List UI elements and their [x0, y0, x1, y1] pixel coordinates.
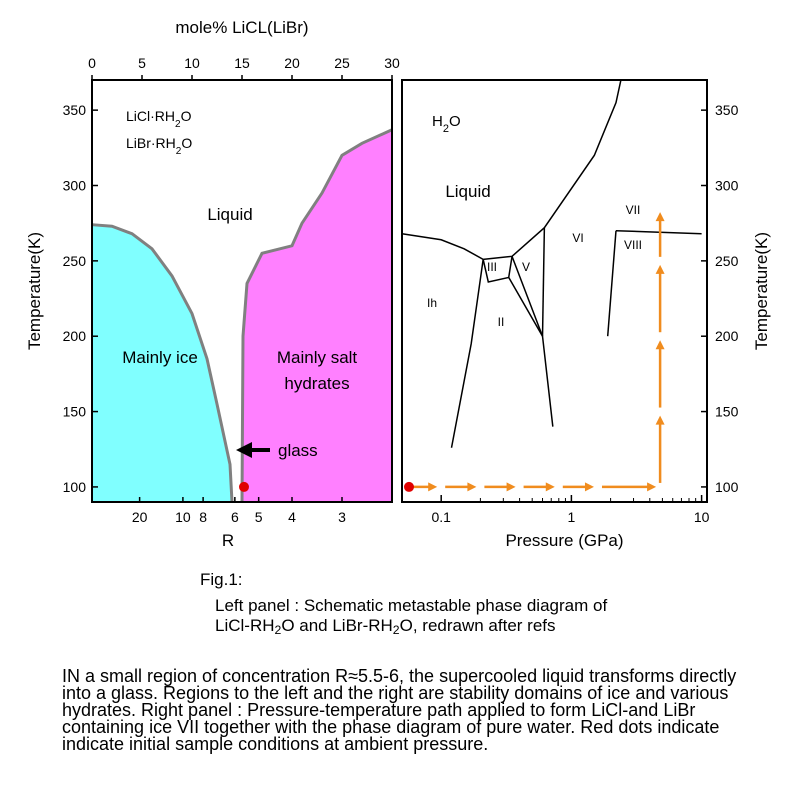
caption-body-line-2: into a glass. Regions to the left and th…: [62, 683, 729, 703]
right-y-tick-label: 350: [715, 102, 739, 118]
mainly-salt-label: Mainly salt: [277, 348, 358, 367]
top-x-tick-label: 15: [234, 55, 250, 71]
phase-vii-label: VII: [626, 203, 641, 217]
caption-body-line-3: hydrates. Right panel : Pressure-tempera…: [62, 700, 696, 720]
right-y-tick-label: 300: [715, 178, 739, 194]
pt-path-arrow-head: [655, 415, 665, 425]
caption-line-2-sub1: 2: [274, 623, 282, 638]
phase-ih-label: Ih: [427, 296, 437, 310]
phase-iii-label: III: [487, 260, 497, 274]
caption-line-1: Left panel : Schematic metastable phase …: [215, 596, 608, 615]
libr-system-label: LiBr·RH2O: [126, 135, 192, 157]
phase-boundary-line: [615, 229, 702, 235]
pt-path-arrow-head: [655, 340, 665, 350]
phase-boundary-line: [541, 227, 546, 337]
left-y-axis-title: Temperature(K): [25, 232, 44, 350]
caption-body-line-4: containing ice VII together with the pha…: [62, 717, 720, 737]
top-x-tick-label: 5: [138, 55, 146, 71]
h2o-title: H2O: [432, 113, 461, 135]
right-x-tick-label: 1: [568, 509, 576, 525]
left-y-tick-label: 350: [63, 102, 87, 118]
left-y-tick-label: 300: [63, 178, 87, 194]
bottom-r-tick-label: 8: [199, 509, 207, 525]
left-y-tick-label: 250: [63, 253, 87, 269]
top-x-tick-label: 10: [184, 55, 200, 71]
salt-hydrate-region: [242, 129, 392, 502]
bottom-r-tick-label: 10: [175, 509, 191, 525]
pt-path-arrow-head: [655, 264, 665, 274]
bottom-r-tick-label: 3: [338, 509, 346, 525]
top-x-tick-label: 0: [88, 55, 96, 71]
figure-number: Fig.1:: [200, 570, 243, 589]
hydrates-label: hydrates: [284, 374, 349, 393]
right-y-axis-title: Temperature(K): [752, 232, 771, 350]
phase-boundary-line: [606, 230, 617, 337]
mainly-ice-label: Mainly ice: [122, 348, 198, 367]
phase-boundary-line: [511, 256, 544, 337]
caption-body-line-1: IN a small region of concentration R≈5.5…: [62, 666, 737, 686]
right-liquid-label: Liquid: [445, 182, 490, 201]
left-x-axis-title: R: [222, 531, 234, 550]
right-x-tick-label: 0.1: [431, 509, 451, 525]
bottom-r-tick-label: 4: [288, 509, 296, 525]
caption-line-2b: O and LiBr-RH: [281, 616, 393, 635]
salt-boundary: [240, 128, 393, 503]
bottom-r-tick-label: 5: [255, 509, 263, 525]
pt-path-arrow-head: [467, 482, 477, 492]
caption-line-2c: O, redrawn after refs: [399, 616, 556, 635]
right-red-dot: [404, 481, 414, 492]
phase-viii-label: VIII: [624, 238, 642, 252]
liquid-label: Liquid: [207, 205, 252, 224]
top-x-tick-label: 25: [334, 55, 350, 71]
left-y-tick-label: 100: [63, 479, 87, 495]
phase-boundary-line: [508, 277, 554, 427]
right-panel: 0.1 1 10 Pressure (GPa) 100 150 200 250 300 350 Te…: [401, 79, 771, 550]
right-y-tick-label: 100: [715, 479, 739, 495]
bottom-r-tick-label: 20: [132, 509, 148, 525]
top-x-tick-label: 30: [384, 55, 400, 71]
right-plot-frame: [401, 79, 708, 503]
pt-path-arrow-head: [506, 482, 516, 492]
phase-vi-label: VI: [572, 231, 583, 245]
glass-arrow-head: [236, 442, 252, 458]
pt-path-arrow-head: [584, 482, 594, 492]
phase-boundary-line: [482, 256, 513, 283]
pt-path-arrow-head: [647, 482, 657, 492]
glass-label: glass: [278, 441, 318, 460]
pt-path-arrow-head: [655, 212, 665, 222]
right-x-axis-title: Pressure (GPa): [505, 531, 623, 550]
right-y-tick-label: 150: [715, 404, 739, 420]
bottom-r-tick-label: 6: [231, 509, 239, 525]
ice-boundary: [91, 223, 234, 503]
left-red-dot: [239, 481, 249, 492]
right-y-tick-label: 250: [715, 253, 739, 269]
phase-v-label: V: [522, 260, 530, 274]
licl-system-label: LiCl·RH2O: [126, 108, 192, 130]
phase-boundary-line: [450, 259, 484, 448]
right-y-tick-label: 200: [715, 328, 739, 344]
caption-line-2-sub2: 2: [392, 623, 400, 638]
top-axis-title: mole% LiCL(LiBr): [175, 18, 308, 37]
phase-boundary-line: [401, 232, 484, 261]
top-x-tick-label: 20: [284, 55, 300, 71]
pt-path-arrow-head: [428, 482, 438, 492]
right-x-tick-label: 10: [694, 509, 710, 525]
left-y-tick-label: 150: [63, 404, 87, 420]
caption-line-2: LiCl-RH2O and LiBr-RH2O, redrawn after r…: [215, 616, 556, 637]
ice-region: [92, 224, 232, 502]
phase-ii-label: II: [498, 315, 505, 329]
caption-line-2a: LiCl-RH: [215, 616, 275, 635]
caption-body-line-5: indicate initial sample conditions at am…: [62, 734, 489, 754]
pt-path-arrow-head: [545, 482, 555, 492]
phase-boundary-line: [483, 79, 622, 261]
left-y-tick-label: 200: [63, 328, 87, 344]
